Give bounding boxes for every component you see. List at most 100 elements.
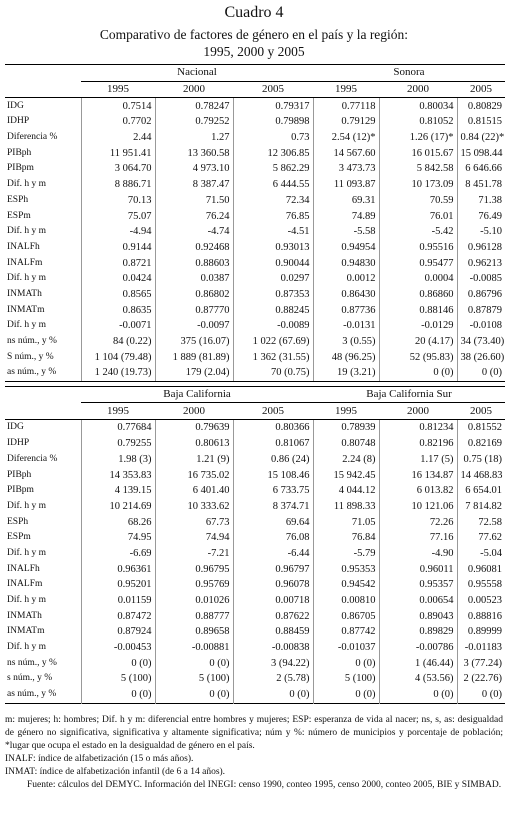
cell-value: 72.26 [378,514,458,530]
year-header: 2005 [457,402,506,421]
row-label: INMATh [7,610,42,621]
cell-value: 38 (26.60) [456,349,505,366]
table-row: ns núm., y % 0 (0) 0 (0) 3 (94.22) 0 (0) 1 (4… [5,655,506,672]
table-row: INALFm 0.8721 0.88603 0.90044 0.94830 0.95477… [5,255,505,271]
table-row: Dif. h y m 10 214.69 10 333.62 8 374.71 11 8… [5,498,506,515]
cell-value: 0.87742 [312,624,380,640]
data-table: Baja California Baja California Sur 1995 20… [5,385,506,704]
row-label: as núm., y % [5,365,81,382]
cell-value: -0.00786 [378,639,458,656]
cell-value: 76.85 [232,208,313,224]
cell-value: 6 646.66 [456,161,505,177]
table-body: IDG 0.7514 0.78247 0.79317 0.77118 0.80034 0.8… [5,97,505,382]
cell-value: 5 862.29 [232,161,313,177]
cell-value: -6.69 [80,545,155,562]
table-row: Dif. h y m -0.00453 -0.00881 -0.00838 -0.010… [5,639,506,656]
cell-value: 71.05 [312,514,380,530]
cell-value: 77.16 [378,529,458,546]
cell-value: 8 451.78 [456,176,505,193]
cell-value: -4.94 [80,223,155,240]
cell-value: -0.0129 [378,318,457,334]
cell-value: 0.7702 [80,114,155,130]
row-label: INMATm [7,304,45,315]
cell-value: 76.01 [378,208,457,224]
cell-value: 0.73 [232,129,313,146]
subtitle: 1995, 2000 y 2005 [203,44,305,59]
cell-value: 4 139.15 [80,482,155,499]
cell-value: 0.81552 [456,419,506,436]
cell-value: 76.84 [312,529,380,546]
cell-value: 0.87879 [456,302,505,318]
row-label: INALFm [7,257,43,268]
cell-value: 0.87622 [232,608,314,625]
cell-value: 0.00718 [232,592,314,609]
cell-value: 0.0387 [154,270,233,287]
cell-value: 0.86860 [378,286,457,303]
cell-value: 16 735.02 [154,467,233,483]
cell-value: -0.00838 [232,639,314,656]
table-row: Dif. h y m 0.01159 0.01026 0.00718 0.00810 0.… [5,592,506,609]
cell-value: 0.81234 [378,419,458,436]
row-label: INMATh [7,288,42,299]
cell-value: 0.8721 [80,255,155,271]
table-row: IDG 0.77684 0.79639 0.80366 0.78939 0.81234 0.… [5,419,506,436]
cell-value: 0.96081 [456,561,506,577]
cell-value: 0.79317 [232,97,313,115]
row-label: ESPm [7,532,31,543]
table-row: ESPm 75.07 76.24 76.85 74.89 76.01 76.49 [5,208,505,224]
year-header: 1995 [313,402,380,421]
title: Cuadro 4 [224,4,284,21]
cell-value: -0.00881 [154,639,233,656]
year-row: 1995 2000 2005 1995 2000 2005 [5,402,506,421]
subtitle: Comparativo de factores de género en el … [99,27,409,42]
table-row: INALFh 0.96361 0.96795 0.96797 0.95353 0.9601… [5,561,506,577]
cell-value: 0.88459 [232,624,314,640]
cell-value: 6 444.55 [232,176,313,193]
cell-value: 3 (94.22) [232,655,314,672]
cell-value: 0.96011 [378,561,458,577]
cell-value: 69.31 [312,192,379,209]
row-label: ESPh [7,194,29,205]
cell-value: 1 240 (19.73) [80,365,155,382]
cell-value: 0.84 (22)* [456,129,505,146]
cell-value: 1 022 (67.69) [232,333,313,350]
cell-value: 1.17 (5) [378,451,458,468]
row-label: INALFh [7,563,40,574]
cell-value: 2.24 (8) [312,451,380,468]
year-header: 2000 [155,80,233,99]
cell-value: 8 886.71 [80,176,155,193]
cell-value: -7.21 [154,545,233,562]
cell-value: 0.93013 [232,239,313,256]
table-row: Dif. h y m 8 886.71 8 387.47 6 444.55 11 093… [5,176,505,193]
cell-value: 0.94830 [312,255,379,271]
notes: m: mujeres; h: hombres; Dif. h y m: dife… [5,714,503,792]
cell-value: 76.49 [456,208,505,224]
cell-value: 13 360.58 [154,145,233,162]
cell-value: 0.79898 [232,114,313,130]
cell-value: 0.94542 [312,577,380,593]
cell-value: 2 (22.76) [456,671,506,687]
year-header: 1995 [313,80,379,99]
cell-value: 0.86796 [456,286,505,303]
row-label: Diferencia % [7,453,58,464]
cell-value: 0.95357 [378,577,458,593]
table-row: ns núm., y % 84 (0.22) 375 (16.07) 1 022 (6… [5,333,505,350]
table-row: Diferencia % 1.98 (3) 1.21 (9) 0.86 (24) 2.2… [5,451,506,468]
note: INMAT: índice de alfabetización infantil… [5,766,226,777]
table-row: IDG 0.7514 0.78247 0.79317 0.77118 0.80034 0.8… [5,97,505,115]
cell-value: 69.64 [232,514,314,530]
cell-value: 0.79252 [154,114,233,130]
cell-value: 1 889 (81.89) [154,349,233,366]
cell-value: 0.0424 [80,270,155,287]
note: m: mujeres; h: hombres; Dif. h y m: dife… [5,714,503,751]
cell-value: 1.21 (9) [154,451,233,468]
cell-value: 0 (0) [378,365,457,382]
cell [5,402,81,421]
table-row: INALFh 0.9144 0.92468 0.93013 0.94954 0.95516… [5,239,505,256]
cell-value: 0.95477 [378,255,457,271]
cell-value: 4 973.10 [154,161,233,177]
row-label: Dif. h y m [7,642,47,653]
cell-value: 1 (46.44) [378,655,458,672]
cell-value: 0.86705 [312,608,380,625]
cell-value: 77.62 [456,529,506,546]
